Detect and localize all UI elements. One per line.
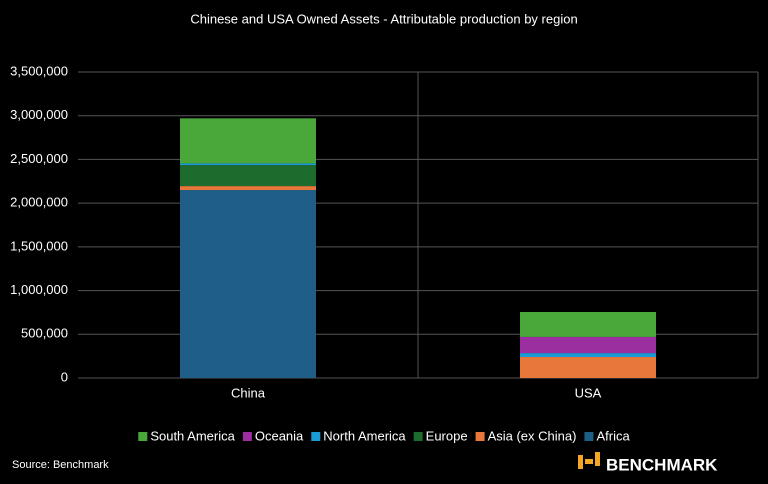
legend-label: Africa	[596, 428, 630, 443]
legend-label: North America	[323, 428, 406, 443]
source-note: Source: Benchmark	[12, 459, 109, 471]
y-tick-label: 3,000,000	[10, 107, 68, 122]
y-tick-label: 2,000,000	[10, 195, 68, 210]
chart-title: Chinese and USA Owned Assets - Attributa…	[190, 11, 577, 26]
bar-segment	[520, 311, 656, 337]
legend-label: Asia (ex China)	[488, 428, 577, 443]
logo-text: BENCHMARK	[606, 455, 718, 474]
legend-swatch	[138, 432, 148, 441]
legend-label: Europe	[426, 428, 468, 443]
y-tick-label: 500,000	[21, 326, 68, 341]
y-tick-label: 0	[61, 369, 68, 384]
bar-segment	[180, 118, 316, 164]
y-tick-label: 1,000,000	[10, 282, 68, 297]
y-tick-label: 2,500,000	[10, 151, 68, 166]
bar-segment	[180, 186, 316, 191]
legend-label: South America	[150, 428, 235, 443]
bar-segment	[180, 190, 316, 378]
legend-swatch	[242, 432, 252, 441]
x-tick-label: China	[231, 385, 266, 400]
bar-segment	[180, 165, 316, 187]
legend-swatch	[413, 432, 423, 441]
bar-segment	[180, 163, 316, 166]
legend-swatch	[584, 432, 594, 441]
y-tick-label: 1,500,000	[10, 238, 68, 253]
x-tick-label: USA	[575, 385, 602, 400]
bar-segment	[520, 353, 656, 358]
legend-swatch	[311, 432, 321, 441]
y-tick-label: 3,500,000	[10, 63, 68, 78]
bar-segment	[520, 336, 656, 354]
logo-icon	[578, 452, 600, 469]
bar-segment	[520, 357, 656, 378]
legend-label: Oceania	[255, 428, 304, 443]
legend-swatch	[475, 432, 485, 441]
